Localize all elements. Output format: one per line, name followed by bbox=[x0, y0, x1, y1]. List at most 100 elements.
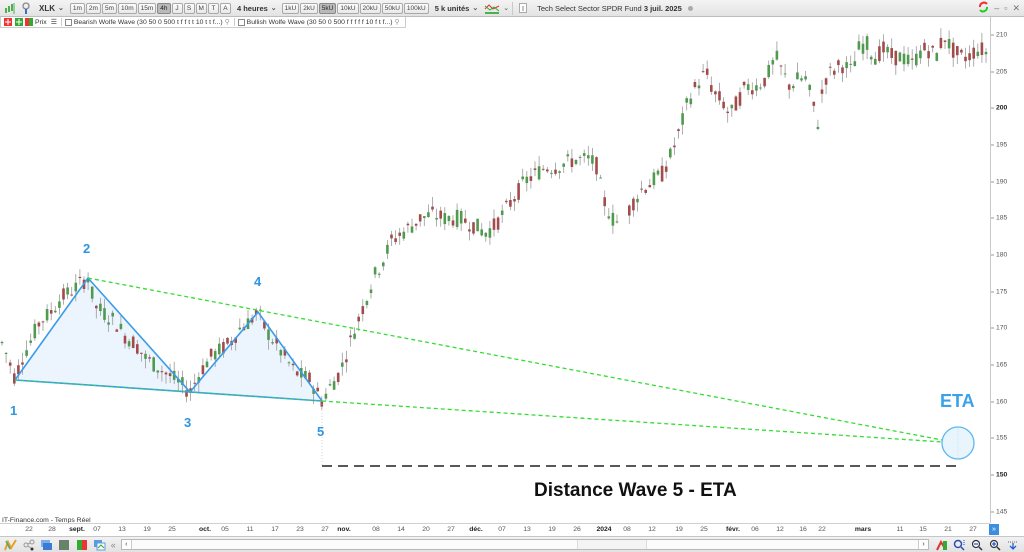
indicators-icon[interactable] bbox=[75, 538, 89, 551]
share-icon[interactable] bbox=[22, 538, 36, 551]
unit-dropdown[interactable]: 5 k unités ⌄ bbox=[435, 4, 478, 13]
chart-style-icon[interactable] bbox=[483, 2, 501, 15]
period-button-s[interactable]: S bbox=[183, 2, 195, 14]
chevron-down-icon[interactable]: ⌄ bbox=[503, 5, 510, 12]
close-icon[interactable]: ✕ bbox=[1012, 2, 1020, 13]
candle-body bbox=[275, 338, 278, 344]
wrench-icon[interactable]: ⚲ bbox=[224, 19, 230, 26]
windows-icon[interactable] bbox=[93, 538, 107, 551]
candle-body bbox=[845, 62, 848, 69]
settings-icon[interactable] bbox=[1006, 538, 1020, 551]
candle-body bbox=[869, 56, 873, 60]
zoom-out-icon[interactable] bbox=[971, 538, 985, 551]
candle-body bbox=[878, 46, 881, 62]
symbol-text: XLK bbox=[39, 3, 55, 13]
link-icon[interactable] bbox=[19, 1, 33, 15]
candle-body bbox=[402, 231, 406, 239]
candle-body bbox=[664, 166, 668, 172]
unit-button-1ku[interactable]: 1kU bbox=[281, 2, 300, 14]
period-button-15m[interactable]: 15m bbox=[137, 2, 157, 14]
scroll-right-button[interactable]: › bbox=[918, 540, 928, 549]
indicator-checkbox[interactable] bbox=[237, 18, 245, 26]
chevron-down-icon: ⌄ bbox=[472, 5, 479, 12]
price-axis[interactable]: 210 205 200 195 190 185 180 175 170 165 160 155 150 1… bbox=[990, 17, 1024, 523]
period-button-1m[interactable]: 1m bbox=[69, 2, 85, 14]
scrollbar-thumb[interactable] bbox=[576, 540, 647, 549]
unit-button-2ku[interactable]: 2kU bbox=[300, 2, 318, 14]
zoom-fit-icon[interactable] bbox=[953, 538, 967, 551]
collapse-button[interactable]: « bbox=[110, 539, 116, 550]
period-button-a[interactable]: A bbox=[219, 2, 231, 14]
comment-icon[interactable] bbox=[40, 538, 54, 551]
candle-body bbox=[86, 279, 90, 283]
indicator-checkbox[interactable] bbox=[64, 18, 72, 26]
indicator-item[interactable]: Bearish Wolfe Wave (30 50 0 500 t f f t … bbox=[60, 18, 230, 26]
restore-icon[interactable]: ▫ bbox=[1004, 3, 1008, 13]
list-icon[interactable]: ☰ bbox=[50, 19, 57, 26]
scroll-to-end-button[interactable]: » bbox=[989, 524, 999, 535]
scroll-left-button[interactable]: ‹ bbox=[121, 540, 132, 549]
period-button-10m[interactable]: 10m bbox=[117, 2, 137, 14]
divider bbox=[512, 1, 514, 15]
horizontal-scrollbar[interactable]: ‹ › bbox=[120, 539, 929, 550]
candle-body bbox=[111, 312, 114, 317]
unit-button-50ku[interactable]: 50kU bbox=[381, 2, 403, 14]
candle-body bbox=[74, 282, 78, 292]
unit-button-10ku[interactable]: 10kU bbox=[337, 2, 359, 14]
period-button-t[interactable]: T bbox=[207, 2, 219, 14]
candle-body bbox=[775, 50, 779, 60]
x-tick-label: 16 bbox=[799, 526, 807, 533]
period-button-4h[interactable]: 4h bbox=[157, 2, 171, 14]
period-dropdown-text: 4 heures bbox=[236, 3, 268, 13]
candle-body bbox=[751, 90, 754, 95]
price-legend[interactable]: Prix bbox=[25, 18, 47, 26]
wrench-icon[interactable]: ⚲ bbox=[394, 19, 400, 26]
calculator-icon[interactable] bbox=[57, 538, 71, 551]
candle-body bbox=[468, 229, 471, 232]
candle-body bbox=[49, 310, 53, 314]
unit-button-20ku[interactable]: 20kU bbox=[359, 2, 381, 14]
symbol-selector[interactable]: XLK ⌄ bbox=[39, 4, 64, 13]
period-button-j[interactable]: J bbox=[171, 2, 183, 14]
alert-icon[interactable] bbox=[935, 538, 949, 551]
zoom-in-icon[interactable] bbox=[988, 538, 1002, 551]
instrument-title: Tech Select Sector SPDR Fund 3 juil. 202… bbox=[537, 4, 693, 13]
chevron-down-icon: ⌄ bbox=[58, 5, 64, 12]
candle-body bbox=[459, 211, 463, 224]
candle-body bbox=[906, 54, 910, 65]
minimize-icon[interactable]: – bbox=[994, 3, 1000, 13]
candlestick-chart-icon[interactable] bbox=[3, 2, 17, 15]
candle-body bbox=[341, 362, 344, 367]
unit-button-5ku[interactable]: 5kU bbox=[318, 2, 337, 14]
candle-body bbox=[562, 163, 565, 167]
candle-body bbox=[336, 372, 340, 383]
period-button-m[interactable]: M bbox=[195, 2, 207, 14]
period-button-5m[interactable]: 5m bbox=[101, 2, 117, 14]
period-button-2m[interactable]: 2m bbox=[85, 2, 101, 14]
unit-button-100ku[interactable]: 100kU bbox=[403, 2, 429, 14]
candle-body bbox=[894, 50, 898, 66]
candle-body bbox=[648, 185, 652, 188]
candle-body bbox=[951, 42, 955, 58]
candle-body bbox=[103, 308, 106, 320]
candle-body bbox=[701, 71, 705, 73]
drawing-tools-icon[interactable] bbox=[4, 538, 18, 551]
candle-body bbox=[779, 65, 783, 67]
candle-body bbox=[833, 70, 836, 75]
add-indicator-icon[interactable] bbox=[3, 16, 12, 29]
candle-body bbox=[209, 348, 213, 357]
candle-body bbox=[386, 244, 389, 254]
price-chart[interactable] bbox=[0, 28, 990, 517]
add-subchart-icon[interactable] bbox=[14, 16, 23, 29]
wave-point-label-2: 2 bbox=[83, 241, 91, 256]
period-dropdown[interactable]: 4 heures ⌄ bbox=[237, 4, 277, 13]
candle-body bbox=[697, 85, 701, 89]
candle-body bbox=[54, 310, 57, 313]
candle-body bbox=[935, 53, 939, 61]
candle-body bbox=[902, 53, 906, 65]
time-axis[interactable]: 22 28 sept. 07 13 19 25 oct. 05 11 17 23 27 nov. 08 14 2… bbox=[0, 523, 990, 536]
info-icon[interactable] bbox=[516, 2, 530, 15]
refresh-icon[interactable] bbox=[978, 1, 989, 15]
candle-body bbox=[455, 209, 459, 228]
indicator-item[interactable]: Bullish Wolfe Wave (30 50 0 500 f f f f … bbox=[233, 18, 400, 26]
